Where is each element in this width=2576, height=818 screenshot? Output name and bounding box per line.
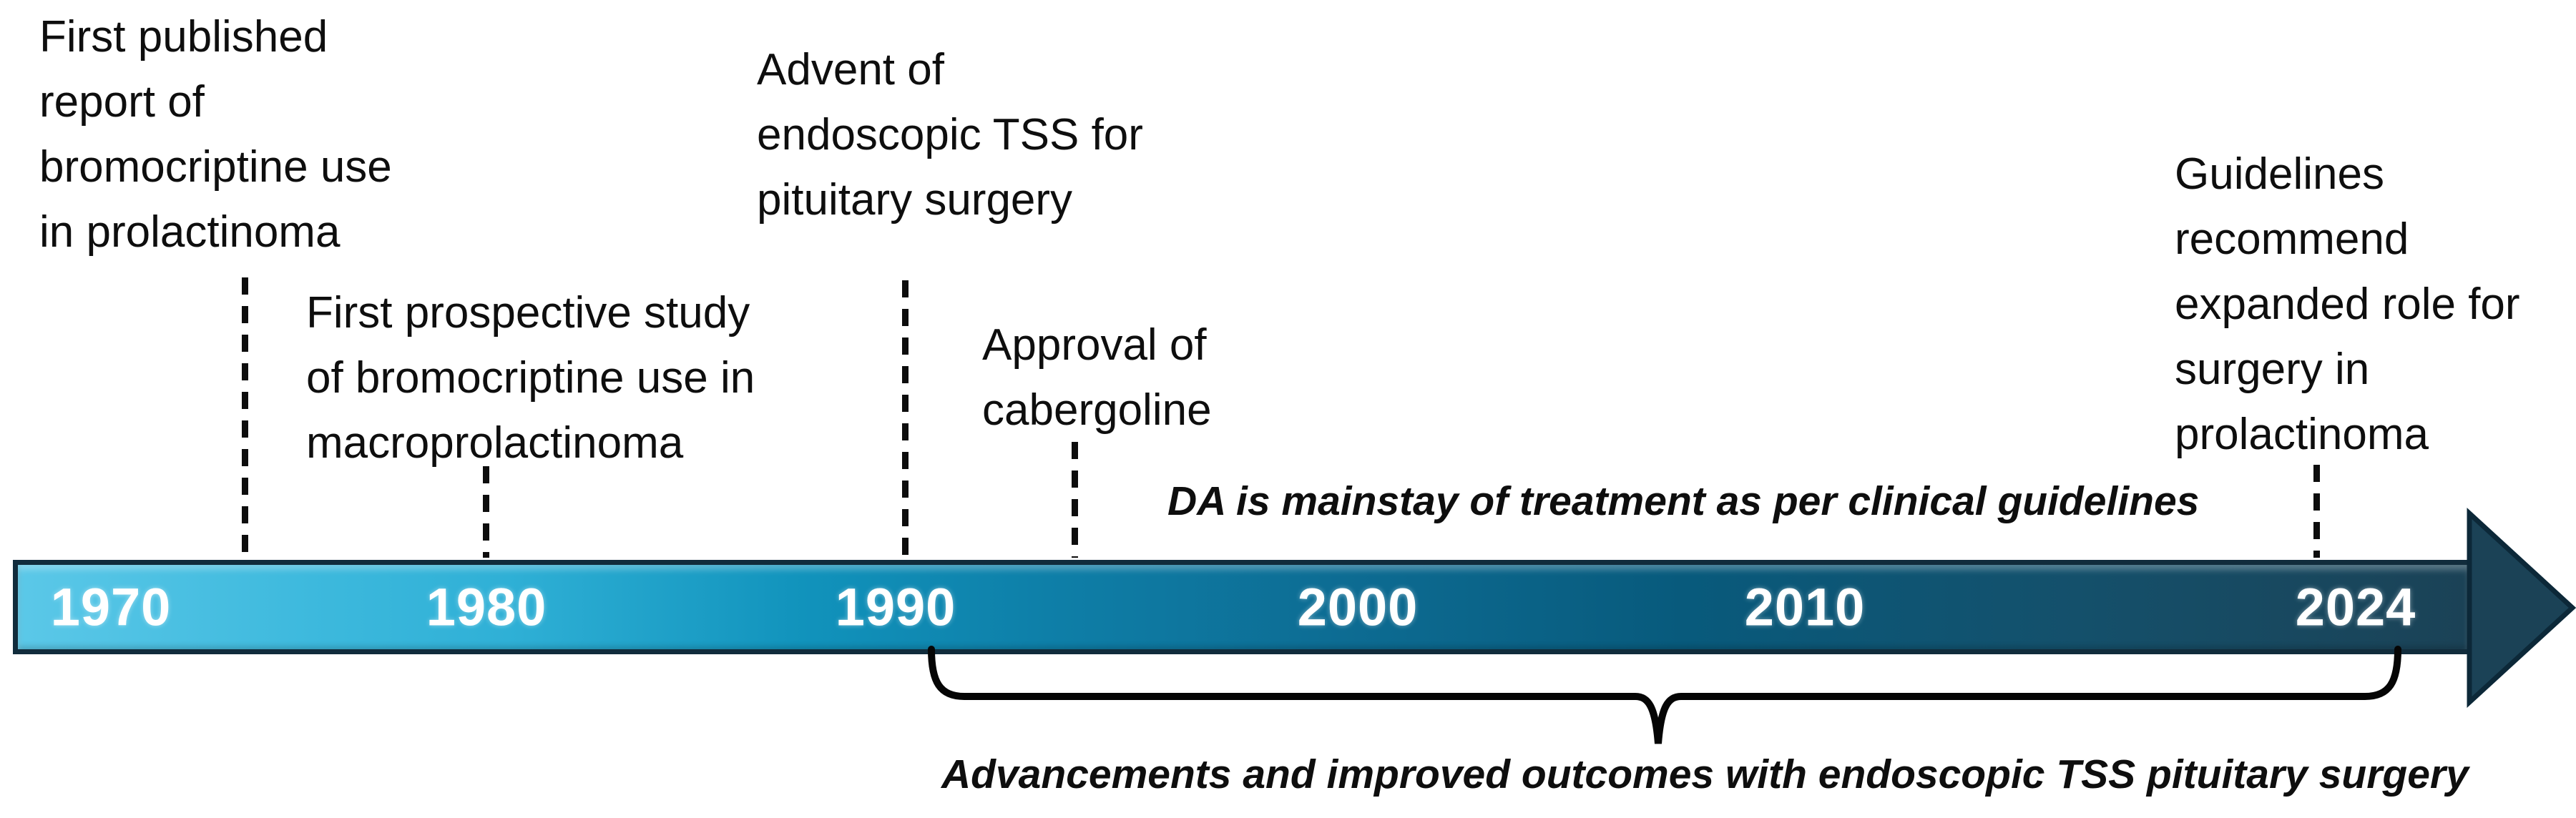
year-label-1990: 1990 xyxy=(835,577,956,637)
brace-caption: Advancements and improved outcomes with … xyxy=(941,752,2469,797)
year-label-2024: 2024 xyxy=(2295,577,2416,637)
event-label-endoscopic-tss-advent: Advent of endoscopic TSS for pituitary s… xyxy=(757,45,1143,225)
da-mainstay-note: DA is mainstay of treatment as per clini… xyxy=(1167,478,2200,524)
year-label-1980: 1980 xyxy=(426,577,547,637)
event-label-cabergoline-approval: Approval of cabergoline xyxy=(982,320,1212,435)
dashed-connector-bromocriptine-first-report xyxy=(242,277,248,558)
timeline-arrowhead-icon xyxy=(2467,508,2576,708)
year-label-2000: 2000 xyxy=(1297,577,1419,637)
event-label-bromocriptine-first-report: First published report of bromocriptine … xyxy=(39,12,392,257)
year-label-2010: 2010 xyxy=(1744,577,1866,637)
dashed-connector-cabergoline-approval xyxy=(1072,442,1078,558)
dashed-connector-guidelines-expanded-surgery xyxy=(2313,465,2320,558)
event-label-guidelines-expanded-surgery: Guidelines recommend expanded role for s… xyxy=(2175,149,2520,459)
dashed-connector-bromocriptine-prospective-study xyxy=(483,466,489,558)
year-label-1970: 1970 xyxy=(50,577,172,637)
dashed-connector-endoscopic-tss-advent xyxy=(902,280,909,558)
timeline-bar xyxy=(13,560,2474,654)
event-label-bromocriptine-prospective-study: First prospective study of bromocriptine… xyxy=(306,288,755,468)
brace-1990-2024 xyxy=(928,646,2401,744)
